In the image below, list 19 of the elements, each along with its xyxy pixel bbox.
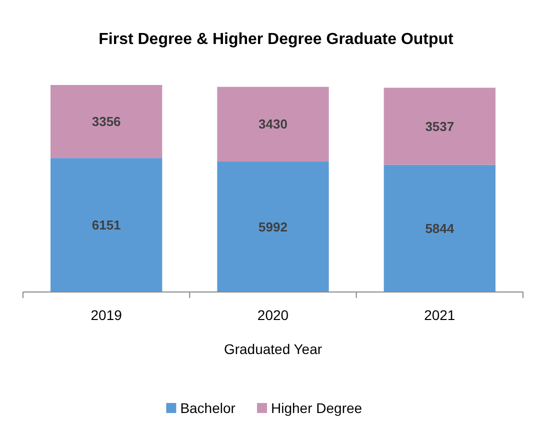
x-tick-label: 2020 [257,307,289,323]
x-tick-label: 2019 [90,307,122,323]
data-label: 3537 [425,118,454,134]
bar [217,162,329,292]
data-label: 6151 [92,218,121,233]
legend-label: Higher Degree [271,400,362,416]
data-label: 3430 [258,116,288,132]
chart-title: First Degree & Higher Degree Graduate Output [98,31,454,48]
bar [217,86,329,162]
data-label: 3356 [92,114,121,130]
data-label: 5844 [425,220,455,236]
bar [50,158,162,292]
legend-label: Bachelor [180,400,236,416]
bar [384,88,496,165]
x-tick-label: 2021 [424,307,456,323]
x-axis-title: Graduated Year [224,341,322,357]
bar [50,85,162,158]
data-label: 5992 [258,219,288,234]
bar [384,164,496,292]
